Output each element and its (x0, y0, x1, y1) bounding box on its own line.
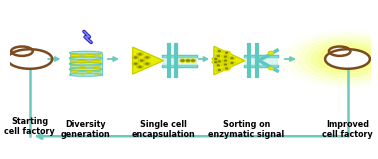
Bar (70, 64, 102, 69)
Ellipse shape (70, 62, 102, 65)
Text: Sorting on
enzymatic signal: Sorting on enzymatic signal (208, 120, 285, 139)
Circle shape (223, 51, 230, 54)
Circle shape (218, 51, 220, 52)
Ellipse shape (269, 67, 273, 70)
Bar (70, 58, 102, 64)
Text: Improved
cell factory: Improved cell factory (322, 120, 373, 139)
Polygon shape (214, 46, 245, 75)
Circle shape (311, 43, 378, 75)
Ellipse shape (70, 68, 102, 71)
Circle shape (226, 52, 228, 53)
Circle shape (222, 63, 229, 66)
Circle shape (137, 66, 143, 68)
Bar (163, 55, 196, 66)
Circle shape (231, 58, 233, 59)
Text: Starting
cell factory: Starting cell factory (5, 117, 55, 136)
Circle shape (212, 57, 219, 61)
Circle shape (218, 61, 220, 62)
Circle shape (139, 66, 141, 67)
Circle shape (181, 60, 184, 61)
Circle shape (146, 63, 148, 64)
Polygon shape (133, 47, 163, 74)
Circle shape (225, 60, 226, 61)
Circle shape (138, 59, 145, 62)
Circle shape (293, 35, 378, 83)
Circle shape (216, 69, 223, 72)
Circle shape (228, 61, 235, 65)
Ellipse shape (70, 73, 102, 76)
Circle shape (228, 57, 235, 60)
Bar (245, 55, 277, 66)
Circle shape (226, 68, 228, 69)
Circle shape (325, 49, 370, 69)
Circle shape (231, 62, 233, 63)
Circle shape (135, 57, 137, 58)
Ellipse shape (70, 57, 102, 60)
Circle shape (11, 46, 33, 56)
Ellipse shape (70, 62, 102, 65)
Ellipse shape (180, 59, 185, 62)
Text: Diversity
generation: Diversity generation (61, 120, 111, 139)
Circle shape (212, 61, 219, 64)
Bar (70, 69, 102, 75)
Bar (175, 45, 177, 76)
Circle shape (215, 54, 222, 57)
Circle shape (139, 54, 141, 55)
Circle shape (146, 57, 148, 58)
Circle shape (216, 60, 223, 63)
Circle shape (132, 56, 139, 59)
Circle shape (217, 55, 219, 56)
Ellipse shape (191, 59, 195, 62)
Circle shape (186, 60, 189, 61)
Circle shape (135, 63, 137, 64)
Circle shape (225, 64, 226, 65)
Circle shape (329, 46, 350, 56)
Text: Single cell
encapsulation: Single cell encapsulation (132, 120, 195, 139)
Circle shape (141, 60, 143, 61)
Circle shape (223, 67, 230, 70)
Ellipse shape (186, 59, 191, 62)
Circle shape (225, 56, 226, 57)
Circle shape (215, 62, 217, 63)
Circle shape (137, 53, 143, 56)
Circle shape (132, 62, 139, 65)
Ellipse shape (70, 57, 102, 60)
Circle shape (216, 50, 223, 53)
Circle shape (215, 64, 222, 67)
Circle shape (144, 56, 150, 59)
Circle shape (318, 46, 377, 72)
Circle shape (192, 60, 194, 61)
Circle shape (222, 59, 229, 62)
Circle shape (305, 41, 378, 77)
Circle shape (217, 65, 219, 66)
Circle shape (324, 49, 371, 69)
Circle shape (8, 49, 52, 69)
Ellipse shape (70, 51, 102, 54)
Ellipse shape (70, 68, 102, 71)
Circle shape (144, 62, 150, 65)
Bar (168, 45, 170, 76)
Bar (70, 53, 102, 58)
Circle shape (299, 38, 378, 80)
Ellipse shape (268, 51, 274, 54)
Circle shape (222, 55, 229, 58)
